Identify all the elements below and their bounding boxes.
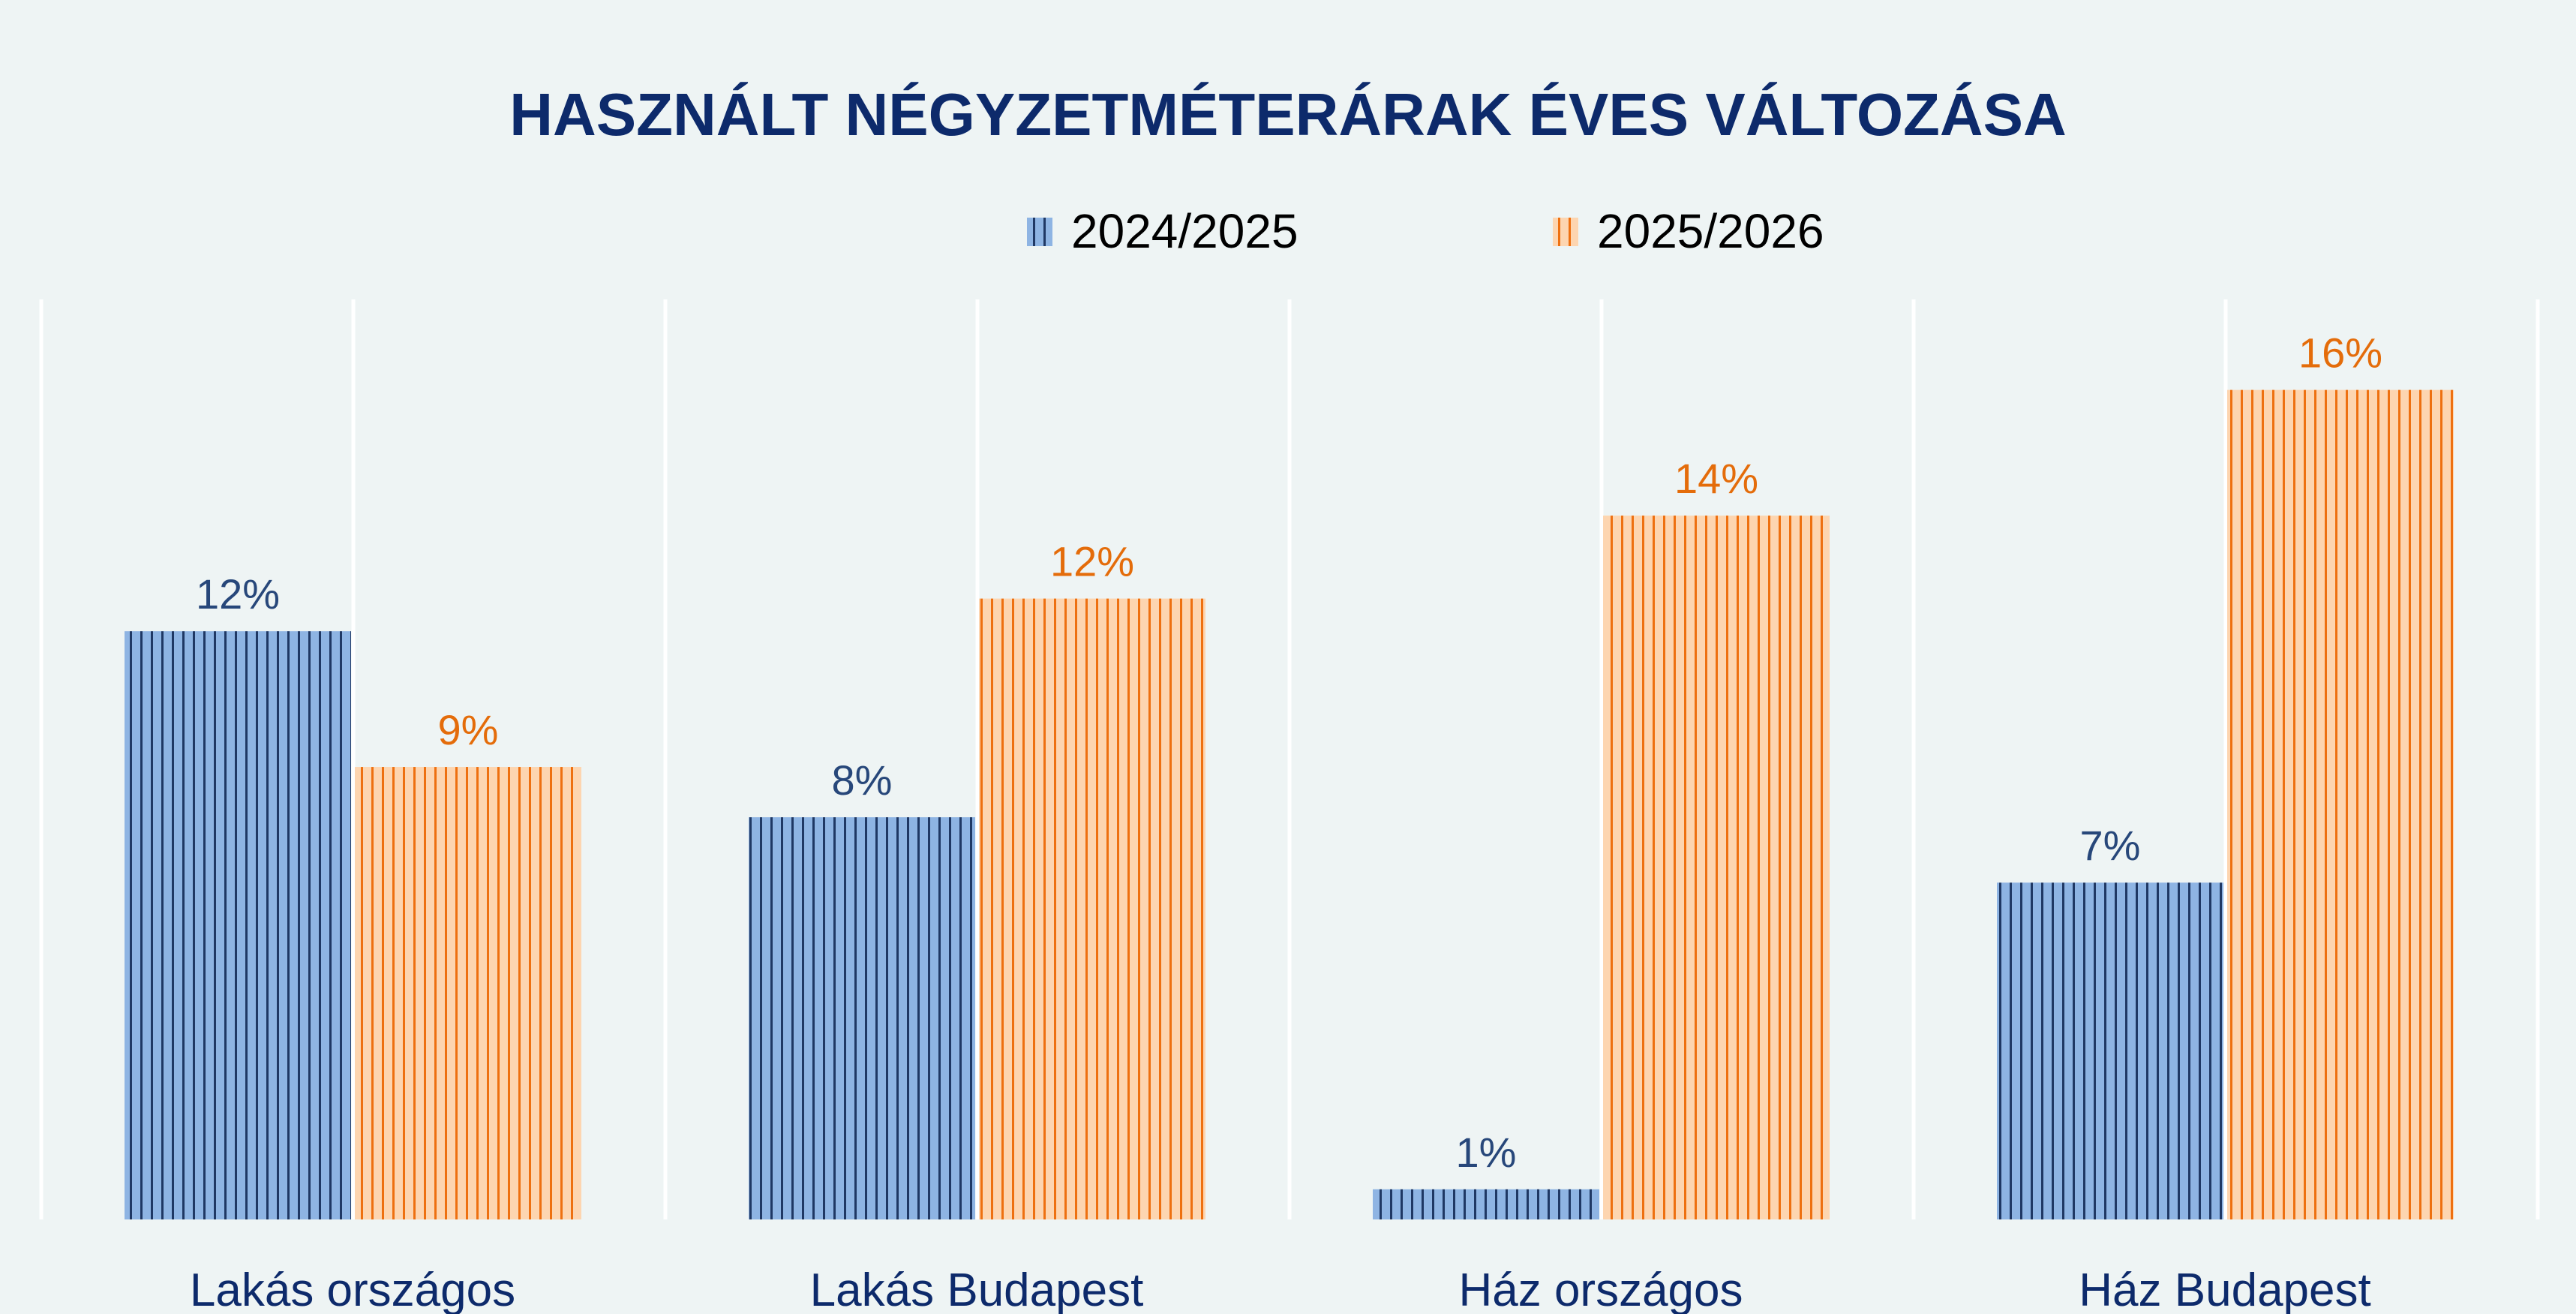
category-label: Lakás országos bbox=[190, 1264, 515, 1314]
bar-2024-2025-2 bbox=[1373, 1189, 1599, 1219]
chart-title: HASZNÁLT NÉGYZETMÉTERÁRAK ÉVES VÁLTOZÁSA bbox=[509, 81, 2067, 148]
bar-2025-2026-1 bbox=[979, 598, 1205, 1219]
data-label: 12% bbox=[1050, 538, 1134, 585]
bar-2025-2026-0 bbox=[355, 767, 581, 1219]
category-label: Lakás Budapest bbox=[810, 1264, 1144, 1314]
bar-2024-2025-1 bbox=[749, 817, 975, 1219]
data-label: 9% bbox=[438, 706, 499, 753]
legend-swatch-2024-2025 bbox=[1027, 218, 1052, 246]
gridlines bbox=[39, 299, 2540, 1219]
legend: 2024/2025 2025/2026 bbox=[1027, 204, 1824, 258]
data-label: 1% bbox=[1456, 1129, 1517, 1176]
data-label: 14% bbox=[1674, 455, 1758, 502]
data-label: 7% bbox=[2080, 822, 2141, 869]
category-label: Ház Budapest bbox=[2079, 1264, 2370, 1314]
bar-2024-2025-3 bbox=[1997, 883, 2223, 1219]
bar-2025-2026-2 bbox=[1603, 516, 1830, 1219]
data-label: 16% bbox=[2298, 329, 2382, 377]
data-label: 8% bbox=[832, 756, 893, 804]
data-labels: 12% 9% 8% 12% 1% 14% 7% 16% bbox=[196, 329, 2382, 1176]
bars bbox=[125, 389, 2454, 1220]
legend-label-2025-2026: 2025/2026 bbox=[1597, 204, 1824, 258]
category-label: Ház országos bbox=[1458, 1264, 1743, 1314]
bar-2024-2025-0 bbox=[125, 631, 351, 1219]
data-label: 12% bbox=[196, 570, 280, 618]
bar-2025-2026-3 bbox=[2227, 389, 2454, 1220]
legend-label-2024-2025: 2024/2025 bbox=[1071, 204, 1299, 258]
legend-swatch-2025-2026 bbox=[1553, 218, 1578, 246]
category-labels: Lakás országos Lakás Budapest Ház országos… bbox=[190, 1264, 2371, 1314]
